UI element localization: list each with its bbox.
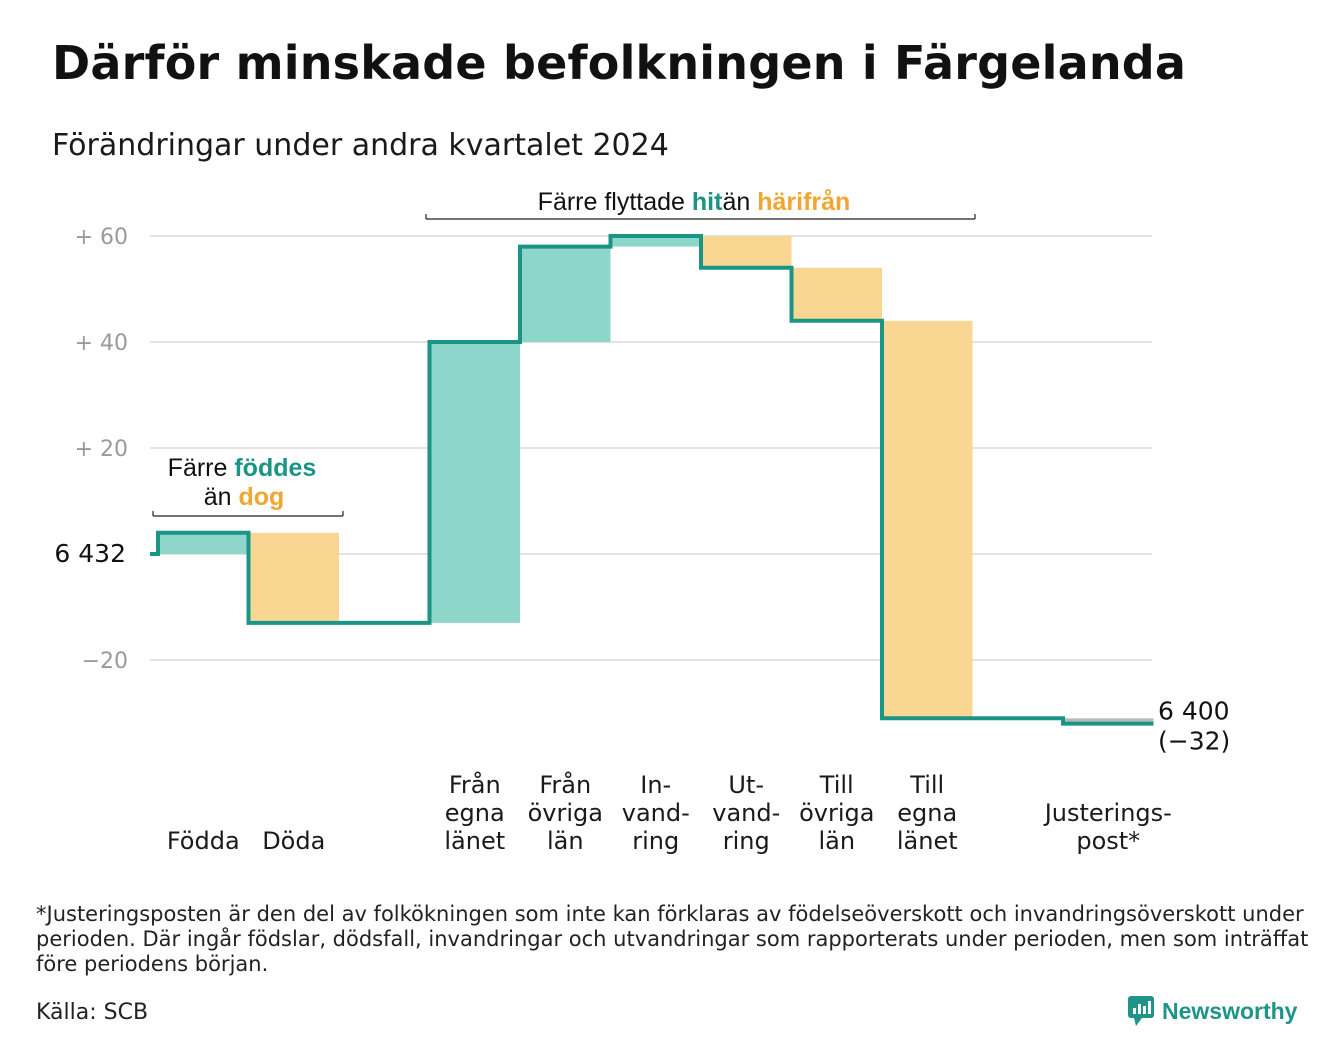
category-label: Födda	[167, 827, 240, 855]
waterfall-bar	[701, 236, 792, 268]
category-label: In-	[640, 771, 671, 799]
y-tick-label: + 20	[75, 437, 128, 462]
migration-annotation-text-part: än	[722, 188, 757, 216]
footnote: *Justeringsposten är den del av folkökni…	[36, 902, 1309, 976]
category-label: Från	[449, 770, 501, 799]
waterfall-bar	[882, 320, 973, 719]
waterfall-bar	[248, 532, 339, 623]
category-label: Från	[539, 770, 591, 799]
category-label: övriga	[799, 799, 874, 827]
newsworthy-logo-icon	[1128, 996, 1154, 1026]
category-label: Justerings-	[1043, 799, 1172, 827]
category-label: län	[818, 827, 855, 855]
category-label: Döda	[262, 827, 325, 855]
category-label: egna	[445, 799, 505, 827]
category-label: övriga	[528, 799, 603, 827]
y-tick-label: + 60	[75, 225, 128, 250]
migration-annotation-text: Färre flyttade hitän härifrån	[538, 188, 851, 216]
waterfall-bar	[610, 236, 701, 247]
migration-annotation-text-part: hit	[692, 188, 723, 216]
births-annotation-text-part: föddes	[234, 454, 316, 482]
waterfall-bar	[520, 246, 611, 342]
migration-annotation-text-part: härifrån	[757, 188, 850, 216]
category-label: län	[547, 827, 584, 855]
category-label: post*	[1076, 827, 1140, 855]
births-annotation-text-part: Färre	[168, 454, 235, 482]
y-tick-label: + 40	[75, 331, 128, 356]
category-label: egna	[897, 799, 957, 827]
cumulative-step-line	[150, 234, 1154, 726]
births-annotation-text: än dog	[204, 483, 285, 511]
end-change-label: (−32)	[1158, 727, 1230, 756]
category-label: länet	[897, 827, 958, 855]
waterfall-bar	[1063, 718, 1154, 724]
category-label: Till	[909, 771, 944, 799]
waterfall-bar	[158, 532, 249, 554]
births-annotation-text: Färre föddes	[168, 454, 317, 482]
source-label: Källa: SCB	[36, 1000, 149, 1025]
waterfall-bar	[429, 342, 520, 623]
births-annotation-text-part: dog	[238, 483, 284, 511]
category-label: länet	[444, 827, 505, 855]
migration-annotation-text-part: Färre flyttade	[538, 188, 692, 216]
category-label: Ut-	[728, 771, 764, 799]
chart-subtitle: Förändringar under andra kvartalet 2024	[52, 128, 669, 163]
category-label: ring	[632, 827, 679, 855]
end-value-label: 6 400	[1158, 697, 1230, 726]
category-label: vand-	[622, 799, 690, 827]
category-label: vand-	[712, 799, 780, 827]
start-value-label: 6 432	[54, 539, 126, 568]
waterfall-bar	[791, 267, 882, 321]
brand-name: Newsworthy	[1162, 997, 1298, 1024]
brand: Newsworthy	[1128, 996, 1297, 1026]
chart-title: Därför minskade befolkningen i Färgeland…	[52, 36, 1187, 90]
births-annotation-text-part: än	[204, 483, 239, 511]
category-label: Till	[819, 771, 854, 799]
category-label: ring	[723, 827, 770, 855]
y-tick-label: −20	[82, 649, 128, 674]
